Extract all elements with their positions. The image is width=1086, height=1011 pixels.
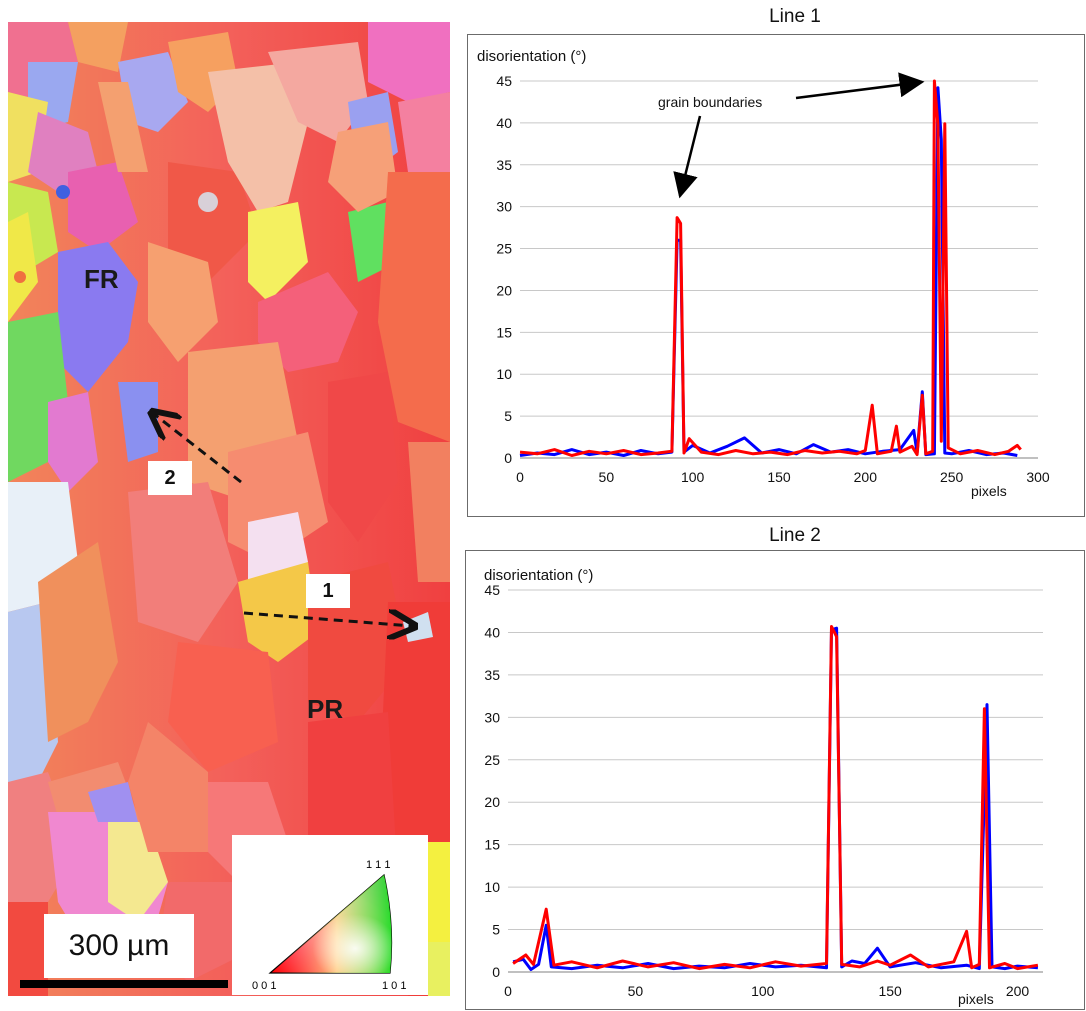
fr-label: FR (84, 264, 119, 294)
ipf-label-101: 1 0 1 (382, 980, 406, 992)
ipf-label-001: 0 0 1 (252, 980, 276, 992)
chart2-title: Line 2 (769, 525, 821, 546)
chart2-xlabel: pixels (958, 991, 994, 1007)
arrow-2 (154, 414, 242, 484)
scale-bar-label: 300 µm (44, 914, 194, 978)
ipf-label-111: 1 1 1 (366, 859, 390, 871)
arrow-1 (243, 613, 412, 626)
chart1-ylabel: disorientation (°) (477, 48, 587, 65)
chart2-ylabel: disorientation (°) (484, 567, 594, 584)
arrow-2-label: 2 (148, 461, 192, 495)
ipf-color-key: 0 0 1 1 0 1 1 1 1 (232, 835, 428, 995)
arrow-1-label: 1 (306, 574, 350, 608)
pr-label: PR (307, 694, 344, 724)
scale-bar (20, 980, 228, 988)
chart2-frame (465, 550, 1085, 1010)
chart1-xlabel: pixels (971, 483, 1007, 499)
arrow-overlay (8, 22, 450, 996)
chart1-frame (467, 34, 1085, 517)
chart1-title: Line 1 (769, 6, 821, 27)
